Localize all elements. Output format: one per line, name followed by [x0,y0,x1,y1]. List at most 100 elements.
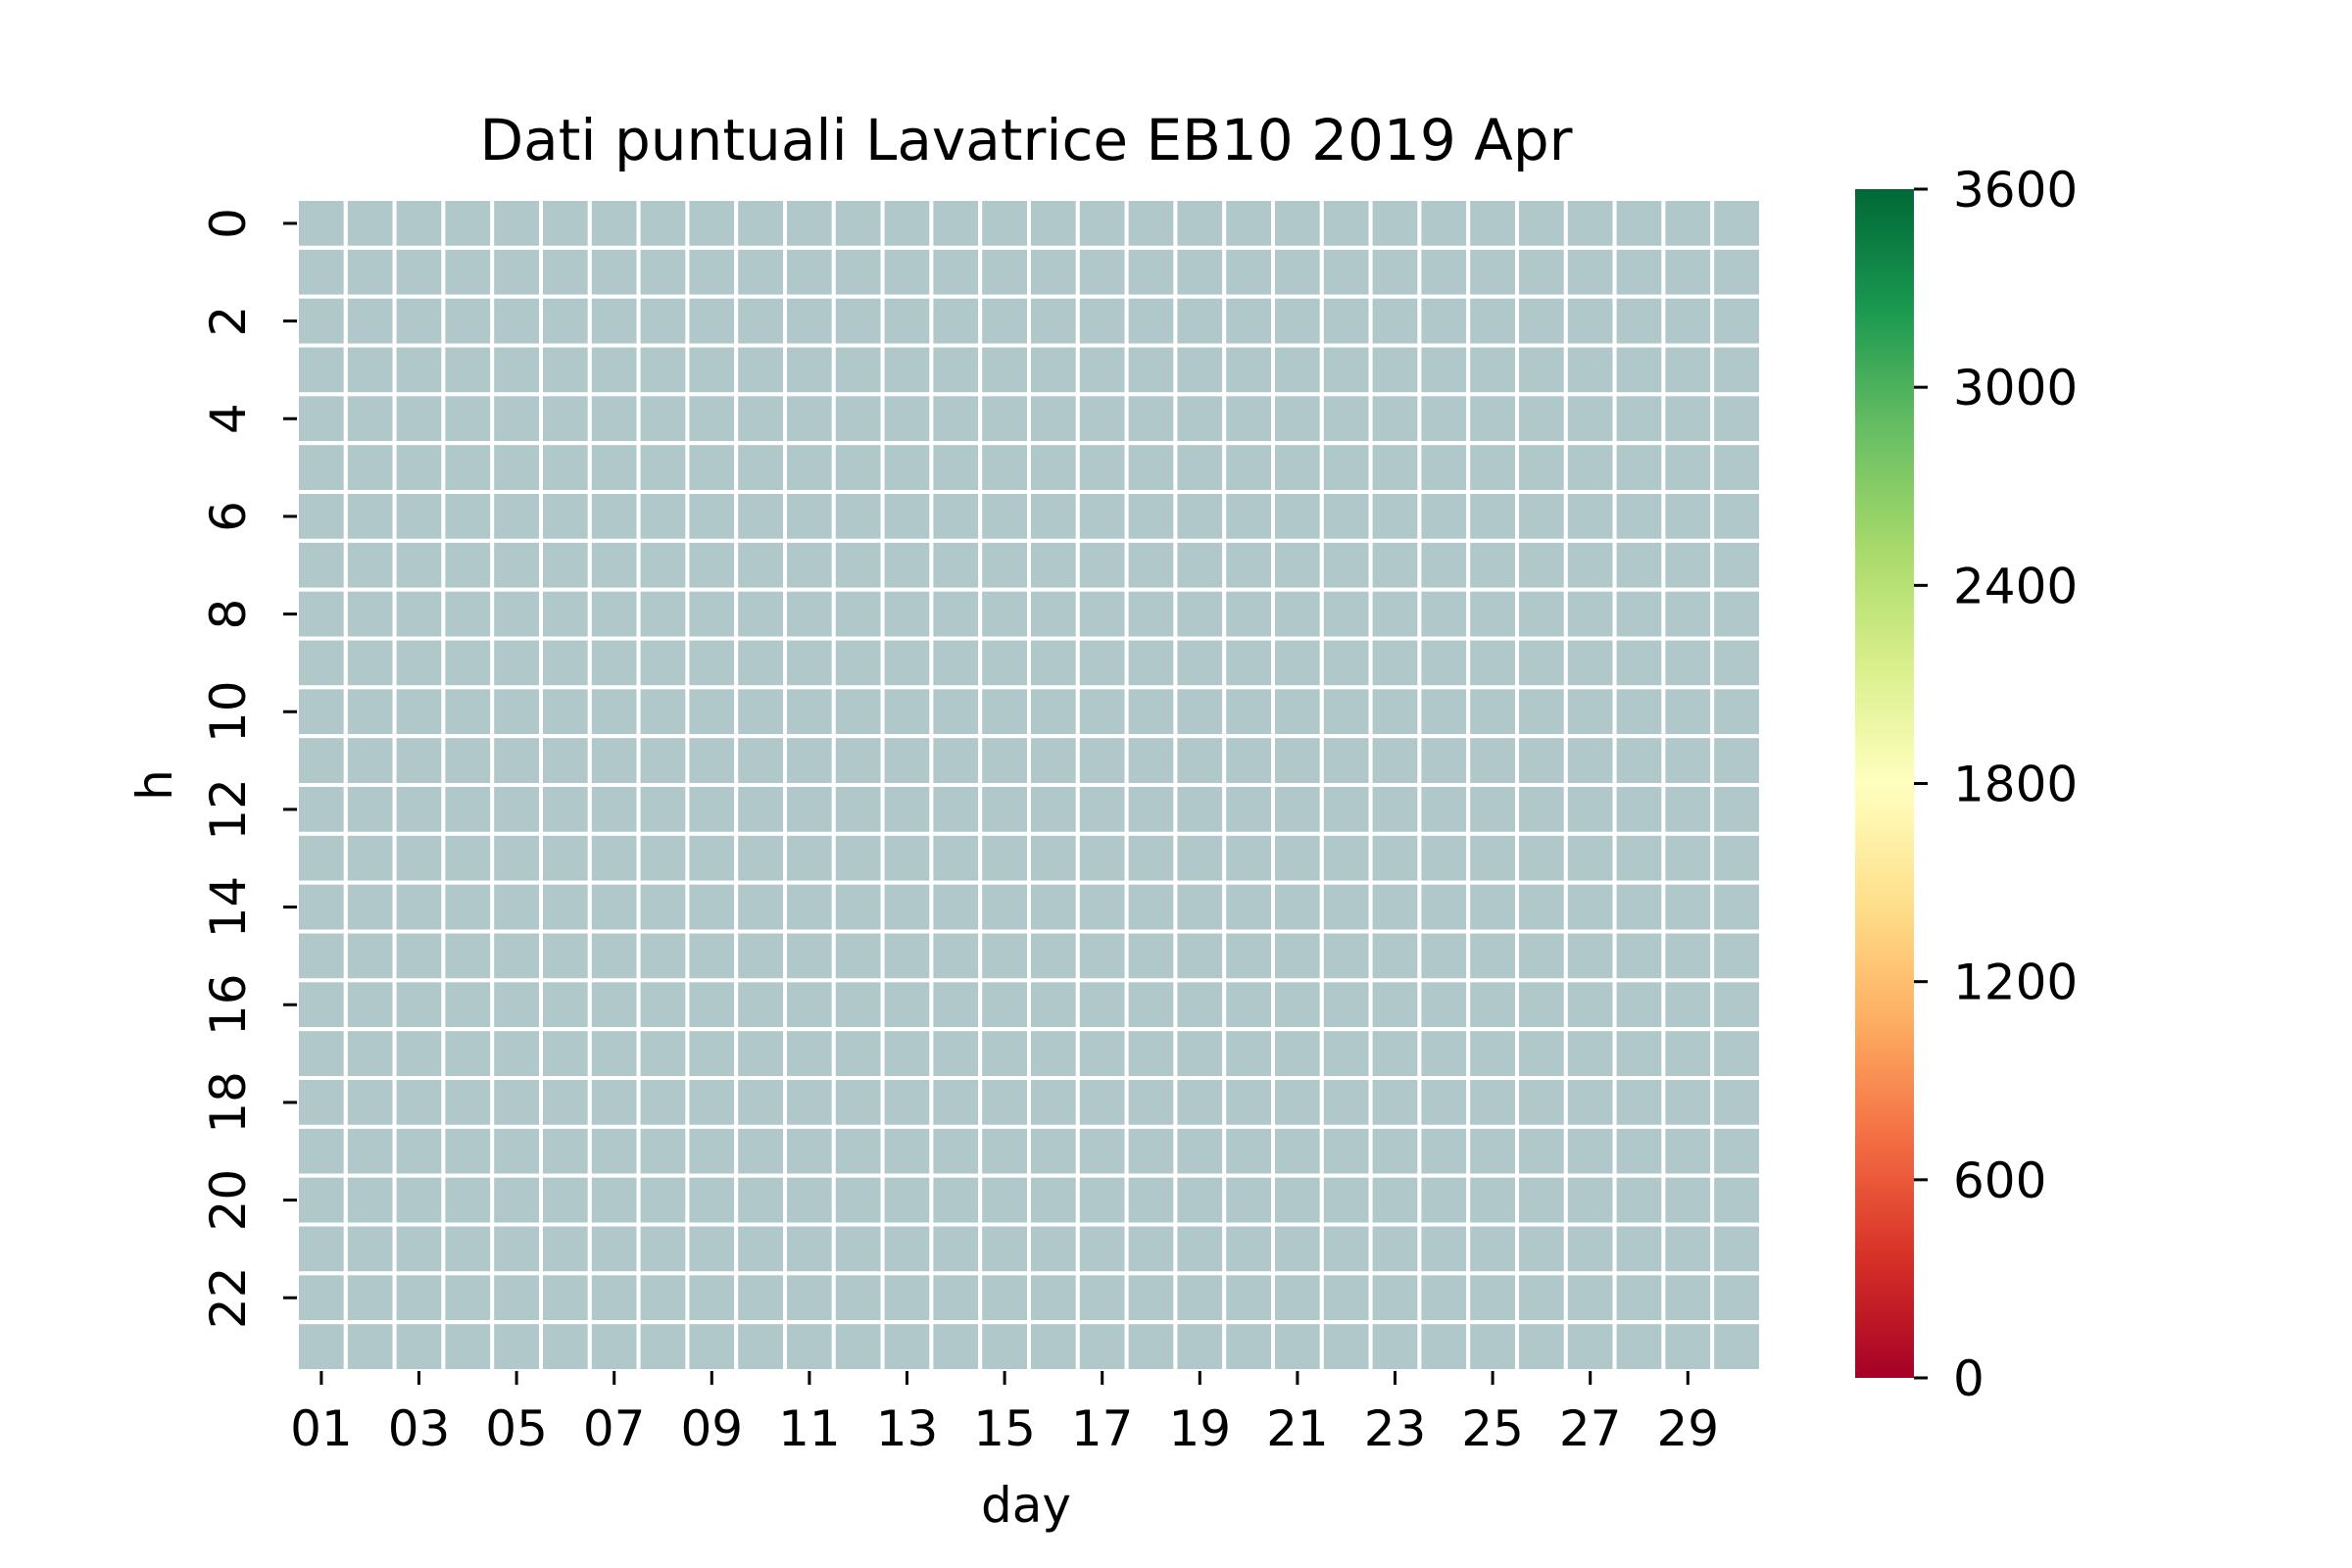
heatmap-cell [636,831,690,885]
heatmap-cell [831,1173,885,1227]
heatmap-cell [1271,490,1324,543]
heatmap-cell [587,587,641,641]
heatmap-cell [1027,441,1080,494]
heatmap-cell [1368,880,1422,934]
heatmap-cell [1563,1027,1617,1080]
heatmap-cell [1661,734,1715,788]
heatmap-cell [1271,197,1324,250]
heatmap-cell [1368,1271,1422,1325]
heatmap-cell [1515,636,1568,690]
heatmap-cell [636,538,690,592]
heatmap-cell [295,392,348,446]
heatmap-cell [490,343,544,397]
heatmap-cell [929,978,983,1032]
heatmap-cell [978,1027,1032,1080]
heatmap-cell [978,490,1032,543]
heatmap-cell [1612,490,1666,543]
heatmap-cell [1222,1124,1275,1178]
heatmap-cell [783,245,836,299]
heatmap-cell [1710,1271,1763,1325]
heatmap-cell [539,1027,592,1080]
heatmap-cell [1661,1271,1715,1325]
heatmap-cell [1515,929,1568,983]
heatmap-cell [1563,1076,1617,1129]
heatmap-cell [343,1271,397,1325]
heatmap-cell [1222,1222,1275,1276]
heatmap-cell [1173,538,1227,592]
heatmap-cell [343,831,397,885]
y-tick-label: 4 [200,403,257,434]
heatmap-cell [880,392,934,446]
heatmap-cell [1173,441,1227,494]
heatmap-cell [1319,1173,1373,1227]
heatmap-cell [1173,636,1227,690]
heatmap-cell [1271,734,1324,788]
heatmap-cell [783,1173,836,1227]
heatmap-cell [1222,636,1275,690]
heatmap-cell [1466,734,1519,788]
heatmap-cell [1027,1173,1080,1227]
heatmap-cell [441,783,495,836]
heatmap-cell [1515,294,1568,348]
heatmap-cell [1661,1222,1715,1276]
heatmap-cell [880,978,934,1032]
heatmap-cell [636,978,690,1032]
heatmap-cell [343,1076,397,1129]
heatmap-cell [295,1027,348,1080]
heatmap-cell [1612,1271,1666,1325]
heatmap-cell [685,197,739,250]
heatmap-cell [1075,441,1129,494]
heatmap-cell [831,1320,885,1373]
heatmap-cell [1368,1076,1422,1129]
y-tick-label: 6 [200,501,257,532]
heatmap-cell [929,734,983,788]
heatmap-cell [1612,392,1666,446]
heatmap-cell [783,1320,836,1373]
heatmap-cell [636,1076,690,1129]
heatmap-cell [783,441,836,494]
heatmap-cell [1075,1027,1129,1080]
heatmap-cell [1661,880,1715,934]
heatmap-cell [1661,1173,1715,1227]
heatmap-cell [1271,1222,1324,1276]
heatmap-cell [1710,538,1763,592]
heatmap-cell [1563,1173,1617,1227]
heatmap-cell [1271,636,1324,690]
heatmap-cell [1563,441,1617,494]
heatmap-cell [1173,343,1227,397]
heatmap-cell [1710,734,1763,788]
x-tick-label: 03 [388,1400,451,1457]
heatmap-cell [343,636,397,690]
y-axis-label: h [126,769,183,801]
heatmap-cell [1222,587,1275,641]
heatmap-cell [441,587,495,641]
heatmap-cell [1466,343,1519,397]
heatmap-cell [1661,1320,1715,1373]
heatmap-cell [1075,1222,1129,1276]
heatmap-cell [1271,1027,1324,1080]
heatmap-cell [685,245,739,299]
heatmap-cell [929,1222,983,1276]
heatmap-cell [295,783,348,836]
heatmap-cell [1173,831,1227,885]
heatmap-cell [1173,490,1227,543]
heatmap-cell [1417,441,1471,494]
heatmap-cell [587,1173,641,1227]
heatmap-cell [1710,783,1763,836]
heatmap-cell [880,929,934,983]
heatmap-cell [1515,783,1568,836]
heatmap-cell [539,1076,592,1129]
heatmap-cell [1271,880,1324,934]
heatmap-cell [1124,587,1178,641]
heatmap-cell [1124,1271,1178,1325]
heatmap-cell [1368,441,1422,494]
heatmap-cell [295,831,348,885]
heatmap-cell [295,490,348,543]
heatmap-cell [1466,294,1519,348]
heatmap-cell [1417,1027,1471,1080]
heatmap-cell [392,1320,446,1373]
heatmap-cell [1173,587,1227,641]
heatmap-cell [1661,538,1715,592]
heatmap-cell [539,587,592,641]
heatmap-cell [831,392,885,446]
